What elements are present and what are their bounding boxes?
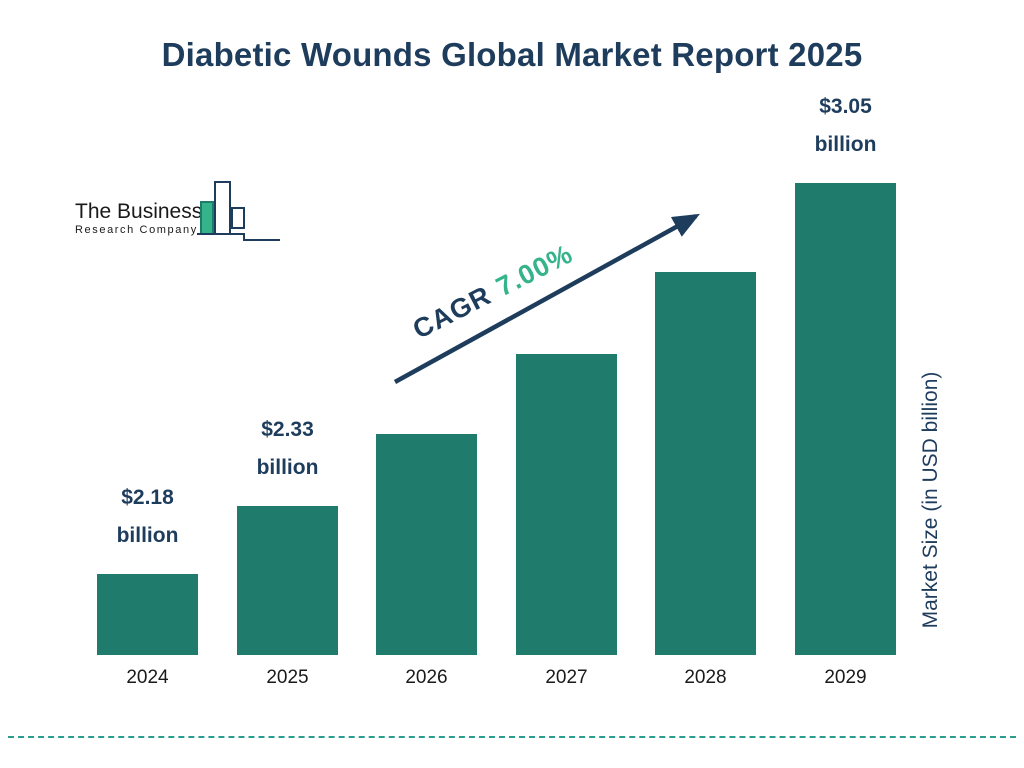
x-tick-label-2027: 2027	[545, 667, 588, 688]
x-tick-label-2025: 2025	[266, 667, 309, 688]
bar-2026	[376, 434, 477, 655]
company-logo: The Business Research Company	[75, 200, 202, 237]
x-tick-label-2029: 2029	[824, 667, 867, 688]
bar-2028	[655, 272, 756, 655]
cagr-annotation: CAGR7.00%	[408, 239, 578, 346]
x-tick-label-2028: 2028	[684, 667, 727, 688]
x-tick-label-2024: 2024	[126, 667, 169, 688]
bar-value-label-2025: $2.33 billion	[256, 418, 319, 479]
bar-2025	[237, 506, 338, 655]
bar-2024	[97, 574, 198, 655]
cagr-value-label: 7.00%	[491, 238, 578, 303]
bottom-divider	[8, 736, 1016, 738]
logo-subtitle: Research Company	[75, 224, 198, 236]
logo-bar-chart-icon	[197, 181, 280, 241]
bar-2029	[795, 183, 896, 655]
logo-name: The Business	[75, 200, 203, 223]
bar-value-label-2029: $3.05 billion	[814, 95, 877, 156]
page-title: Diabetic Wounds Global Market Report 202…	[161, 36, 863, 73]
bar-value-label-2024: $2.18 billion	[116, 486, 179, 547]
y-axis-label: Market Size (in USD billion)	[919, 371, 942, 629]
bar-2027	[516, 354, 617, 655]
x-tick-label-2026: 2026	[405, 667, 448, 688]
cagr-prefix-label: CAGR	[408, 280, 497, 345]
